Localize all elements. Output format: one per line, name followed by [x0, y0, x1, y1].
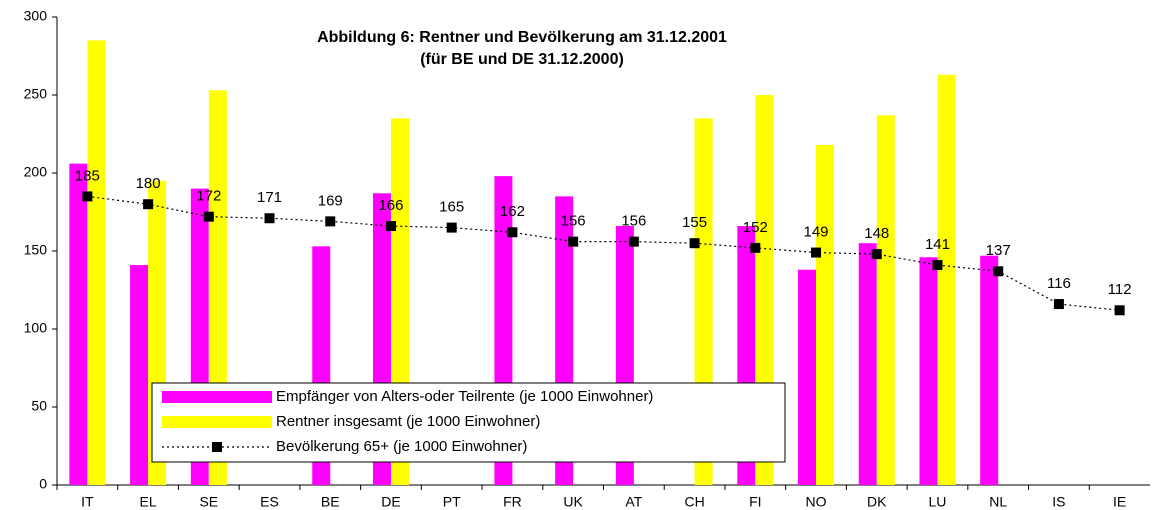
x-tick-label: NO: [806, 494, 827, 510]
data-label: 180: [136, 175, 161, 192]
x-tick-label: DK: [867, 494, 887, 510]
data-label: 155: [682, 214, 707, 231]
y-tick-label: 300: [24, 8, 48, 24]
marker: [203, 211, 214, 222]
data-label: 171: [257, 189, 282, 206]
data-label: 169: [318, 192, 343, 209]
bar: [69, 163, 88, 485]
marker: [82, 191, 93, 202]
bar: [816, 144, 835, 486]
legend-label: Bevölkerung 65+ (je 1000 Einwohner): [276, 438, 527, 455]
marker: [385, 221, 396, 232]
x-tick-label: FI: [749, 494, 761, 510]
chart-title: Abbildung 6: Rentner und Bevölkerung am …: [317, 29, 727, 46]
legend-marker: [212, 442, 222, 452]
data-label: 172: [196, 188, 221, 205]
marker: [993, 266, 1004, 277]
bar: [876, 115, 895, 485]
x-tick-label: AT: [625, 494, 642, 510]
x-tick-label: SE: [199, 494, 218, 510]
legend-swatch: [162, 416, 272, 428]
bar: [130, 265, 149, 485]
data-label: 162: [500, 203, 525, 220]
x-tick-label: NL: [989, 494, 1007, 510]
bar: [919, 257, 938, 485]
data-label: 185: [75, 167, 100, 184]
x-tick-label: LU: [929, 494, 947, 510]
x-tick-label: EL: [140, 494, 157, 510]
y-tick-label: 50: [31, 398, 47, 414]
bar: [87, 40, 106, 486]
marker: [750, 242, 761, 253]
marker: [1114, 305, 1125, 316]
x-tick-label: IT: [81, 494, 94, 510]
x-tick-label: BE: [321, 494, 340, 510]
x-tick-label: ES: [260, 494, 279, 510]
y-tick-label: 0: [39, 476, 47, 492]
marker: [871, 249, 882, 260]
x-tick-label: CH: [684, 494, 704, 510]
data-label: 112: [1108, 281, 1132, 298]
x-tick-label: IS: [1052, 494, 1065, 510]
marker: [325, 216, 336, 227]
data-label: 156: [561, 213, 586, 230]
marker: [446, 222, 457, 233]
marker: [264, 213, 275, 224]
legend-label: Rentner insgesamt (je 1000 Einwohner): [276, 413, 540, 430]
legend-swatch: [162, 391, 272, 403]
data-label: 148: [864, 225, 889, 242]
x-tick-label: PT: [443, 494, 461, 510]
line: [87, 195, 1120, 311]
data-label: 137: [986, 242, 1011, 259]
bar: [980, 255, 999, 485]
bar: [798, 269, 817, 485]
data-label: 165: [439, 199, 464, 216]
data-label: 116: [1047, 275, 1071, 292]
marker: [1053, 299, 1064, 310]
x-tick-label: IE: [1113, 494, 1126, 510]
data-label: 141: [925, 236, 950, 253]
y-tick-label: 100: [24, 320, 48, 336]
data-label: 152: [743, 219, 768, 236]
marker: [811, 247, 822, 258]
x-tick-label: UK: [563, 494, 583, 510]
chart-subtitle: (für BE und DE 31.12.2000): [420, 51, 624, 68]
legend-label: Empfänger von Alters-oder Teilrente (je …: [276, 388, 653, 405]
x-tick-label: FR: [503, 494, 522, 510]
bar: [937, 74, 956, 485]
marker: [507, 227, 518, 238]
marker: [689, 238, 700, 249]
y-tick-label: 200: [24, 164, 48, 180]
data-label: 166: [378, 197, 403, 214]
x-tick-label: DE: [381, 494, 400, 510]
bar: [858, 243, 877, 485]
y-tick-label: 150: [24, 242, 48, 258]
data-label: 156: [621, 213, 646, 230]
marker: [143, 199, 154, 210]
data-label: 149: [804, 224, 829, 241]
marker: [932, 260, 943, 271]
marker: [628, 236, 639, 247]
marker: [568, 236, 579, 247]
y-tick-label: 250: [24, 86, 48, 102]
